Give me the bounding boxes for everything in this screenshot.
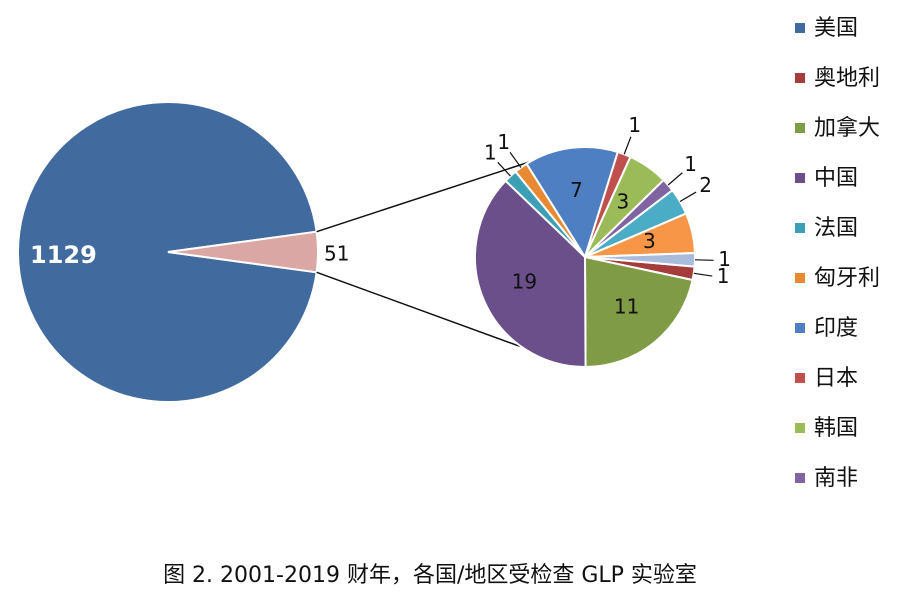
data-label: 3	[616, 189, 629, 213]
leader-line	[623, 136, 632, 155]
data-label: 1	[718, 247, 731, 271]
legend-swatch	[795, 73, 805, 83]
legend-label: 奥地利	[814, 66, 880, 91]
leader-line	[693, 272, 713, 277]
data-label: 3	[643, 229, 656, 253]
data-label: 11	[614, 295, 639, 319]
leader-line	[679, 191, 697, 203]
data-label: 19	[512, 270, 537, 294]
legend-label: 法国	[814, 216, 858, 241]
data-label: 51	[324, 242, 349, 266]
legend-label: 中国	[814, 166, 858, 191]
legend-label: 匈牙利	[814, 266, 880, 291]
legend-swatch	[795, 373, 805, 383]
leader-line	[497, 161, 511, 177]
data-label: 1	[497, 130, 510, 154]
legend-swatch	[795, 473, 805, 483]
leader-line	[509, 151, 522, 168]
pie-slice	[584, 252, 696, 268]
legend-label: 美国	[814, 16, 858, 41]
connector	[316, 161, 531, 233]
legend-swatch	[795, 223, 805, 233]
data-label: 1	[717, 264, 730, 288]
pie-slice	[525, 146, 620, 260]
pie-slice	[583, 255, 694, 369]
data-label: 7	[570, 178, 583, 202]
pie-slice	[17, 101, 318, 403]
legend-swatch	[795, 273, 805, 283]
data-label: 1129	[30, 241, 97, 269]
legend-swatch	[795, 123, 805, 133]
chart-title: 图 2. 2001-2019 财年，各国/地区受检查 GLP 实验室	[163, 563, 697, 588]
data-label: 2	[699, 173, 712, 197]
pie-slice	[167, 230, 319, 274]
legend-swatch	[795, 173, 805, 183]
pie-slice	[474, 179, 587, 369]
data-label: 1	[684, 152, 697, 176]
connector	[316, 271, 523, 348]
data-label: 1	[628, 113, 641, 137]
legend-label: 南非	[814, 466, 858, 491]
legend-swatch	[795, 323, 805, 333]
legend-swatch	[795, 23, 805, 33]
legend-swatch	[795, 423, 805, 433]
legend-label: 印度	[814, 316, 858, 341]
data-label: 1	[484, 141, 497, 165]
legend-label: 日本	[814, 366, 858, 391]
leader-line	[667, 172, 683, 186]
legend-label: 加拿大	[814, 115, 880, 141]
legend-label: 韩国	[814, 416, 858, 441]
